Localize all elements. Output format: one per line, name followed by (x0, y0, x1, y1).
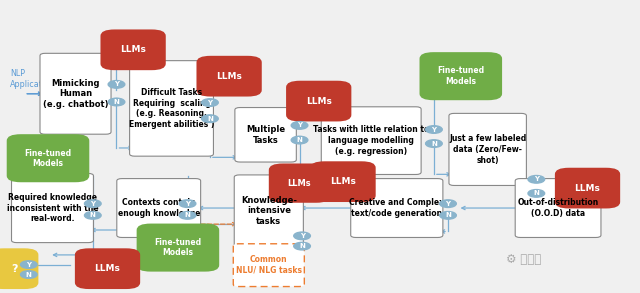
Circle shape (20, 261, 37, 268)
Circle shape (528, 176, 545, 183)
Text: Knowledge-
intensive
tasks: Knowledge- intensive tasks (241, 196, 297, 226)
Circle shape (294, 242, 310, 250)
FancyBboxPatch shape (196, 56, 262, 97)
Text: N: N (296, 137, 303, 143)
Text: ?: ? (11, 264, 17, 274)
Text: Just a few labeled
data (Zero/Few-
shot): Just a few labeled data (Zero/Few- shot) (449, 134, 526, 165)
Text: Common
NLU/ NLG tasks: Common NLU/ NLG tasks (236, 255, 302, 275)
FancyBboxPatch shape (137, 224, 219, 272)
FancyBboxPatch shape (6, 134, 90, 182)
FancyBboxPatch shape (234, 244, 305, 287)
Text: Mimicking
Human
(e.g. chatbot): Mimicking Human (e.g. chatbot) (43, 79, 108, 109)
Circle shape (294, 232, 310, 240)
FancyBboxPatch shape (0, 248, 38, 289)
Circle shape (84, 212, 101, 219)
Text: Y: Y (431, 127, 436, 132)
FancyBboxPatch shape (100, 30, 166, 70)
Text: Required knowledge
inconsistent with the
real-word.: Required knowledge inconsistent with the… (6, 193, 99, 223)
FancyBboxPatch shape (310, 161, 376, 202)
FancyBboxPatch shape (12, 173, 93, 243)
Circle shape (108, 81, 125, 88)
Text: N: N (431, 141, 437, 146)
Circle shape (426, 126, 442, 133)
Circle shape (291, 122, 308, 129)
Text: LLMs: LLMs (575, 184, 600, 193)
Text: Difficult Tasks
Requiring  scaling
(e.g. Reasoning,
Emergent abilities ): Difficult Tasks Requiring scaling (e.g. … (129, 88, 214, 129)
Text: LLMs: LLMs (306, 97, 332, 105)
Text: N: N (299, 243, 305, 249)
Text: LLMs: LLMs (120, 45, 146, 54)
FancyBboxPatch shape (351, 179, 443, 237)
Text: Y: Y (207, 100, 212, 105)
Circle shape (108, 98, 125, 106)
Text: N: N (445, 212, 451, 218)
Circle shape (291, 136, 308, 144)
Text: N: N (184, 212, 191, 218)
FancyBboxPatch shape (40, 53, 111, 134)
Text: LLMs: LLMs (330, 177, 356, 186)
Text: Y: Y (26, 262, 31, 268)
Text: Out-of-distribution
(O.O.D) data: Out-of-distribution (O.O.D) data (518, 198, 598, 218)
Circle shape (179, 212, 196, 219)
Text: Y: Y (114, 81, 119, 87)
Text: Tasks with little relation to
language modelling
(e.g. regression): Tasks with little relation to language m… (313, 125, 429, 156)
Text: N: N (26, 272, 32, 277)
Text: N: N (113, 99, 120, 105)
Circle shape (528, 190, 545, 197)
Text: LLMs: LLMs (288, 179, 311, 188)
Text: Y: Y (297, 122, 302, 128)
Text: Y: Y (90, 201, 95, 207)
Text: Contexts contain
enough knowledge: Contexts contain enough knowledge (118, 198, 200, 218)
Text: Y: Y (185, 201, 190, 207)
FancyBboxPatch shape (234, 175, 303, 247)
Circle shape (179, 200, 196, 207)
FancyBboxPatch shape (420, 52, 502, 100)
Circle shape (440, 200, 456, 207)
FancyBboxPatch shape (449, 113, 526, 185)
Text: N: N (90, 212, 96, 218)
Circle shape (20, 271, 37, 278)
FancyBboxPatch shape (116, 179, 201, 237)
Circle shape (84, 200, 101, 207)
Text: Y: Y (445, 201, 451, 207)
FancyBboxPatch shape (75, 248, 140, 289)
Text: Creative and Complex
text/code generation: Creative and Complex text/code generatio… (349, 198, 444, 218)
Text: Fine-tuned
Models: Fine-tuned Models (154, 238, 202, 257)
Text: Multiple
Tasks: Multiple Tasks (246, 125, 285, 145)
FancyBboxPatch shape (555, 168, 620, 209)
Text: Fine-tuned
Models: Fine-tuned Models (24, 149, 72, 168)
Text: N: N (207, 116, 213, 122)
Circle shape (202, 115, 218, 122)
Text: LLMs: LLMs (216, 72, 242, 81)
Text: N: N (533, 190, 540, 196)
FancyBboxPatch shape (515, 179, 601, 237)
Text: LLMs: LLMs (95, 264, 120, 273)
FancyBboxPatch shape (130, 61, 214, 156)
FancyBboxPatch shape (321, 107, 421, 174)
Text: Y: Y (534, 176, 539, 182)
Circle shape (426, 140, 442, 147)
Text: NLP
Application: NLP Application (10, 69, 56, 89)
FancyBboxPatch shape (286, 81, 351, 121)
Text: ⚙ 量子位: ⚙ 量子位 (506, 253, 541, 266)
Text: Y: Y (300, 233, 305, 239)
Circle shape (440, 212, 456, 219)
Text: Fine-tuned
Models: Fine-tuned Models (437, 67, 484, 86)
FancyBboxPatch shape (235, 108, 296, 162)
Circle shape (202, 99, 218, 106)
FancyBboxPatch shape (269, 163, 330, 203)
